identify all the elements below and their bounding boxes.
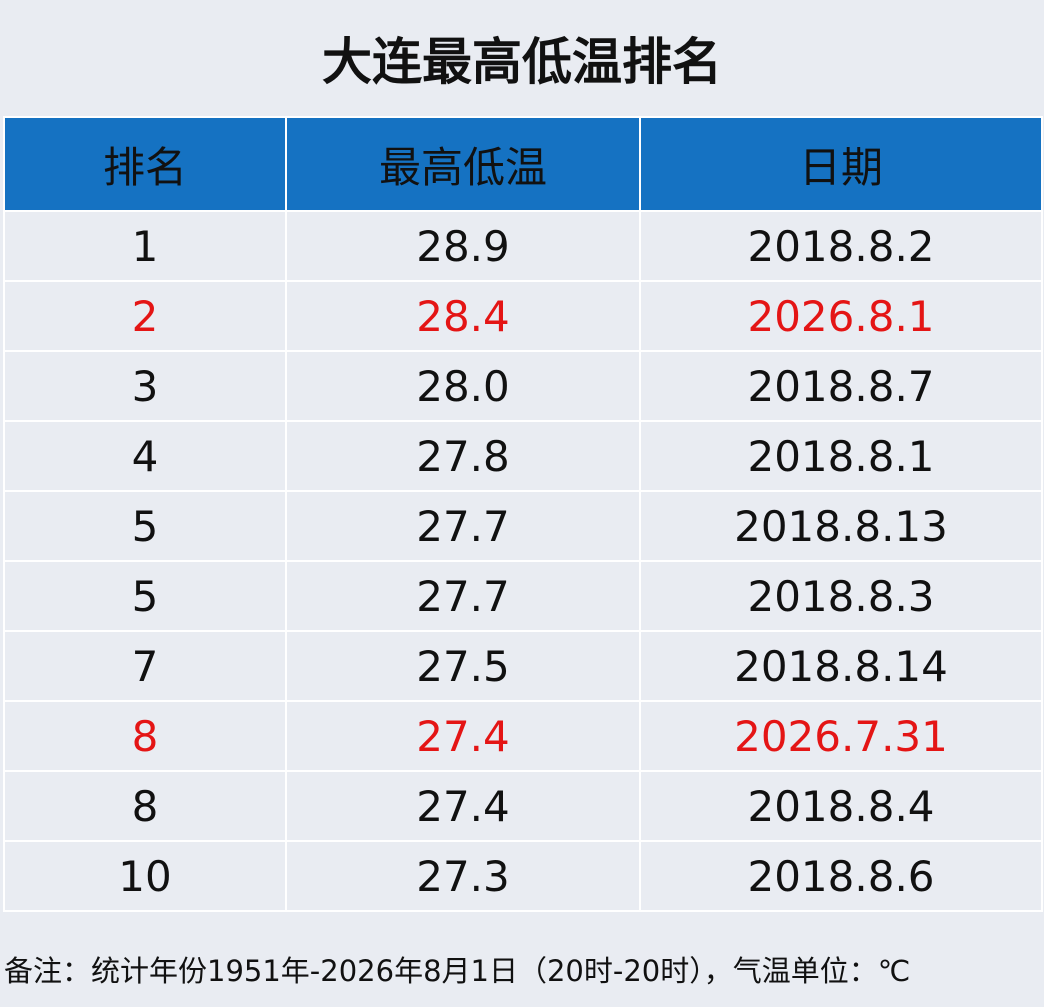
temp-cell: 27.7 bbox=[285, 490, 641, 562]
table-body: 1 28.9 2018.8.2 2 28.4 2026.8.1 3 28.0 2018.8.7 4… bbox=[3, 210, 1043, 912]
rank-cell: 2 bbox=[3, 280, 287, 352]
date-cell: 2026.8.1 bbox=[639, 280, 1043, 352]
temp-cell: 27.3 bbox=[285, 840, 641, 912]
date-cell: 2018.8.13 bbox=[639, 490, 1043, 562]
table-row: 4 27.8 2018.8.1 bbox=[3, 420, 1043, 492]
rank-cell: 8 bbox=[3, 700, 287, 772]
table-row: 1 28.9 2018.8.2 bbox=[3, 210, 1043, 282]
temp-cell: 27.4 bbox=[285, 700, 641, 772]
footnote: 备注：统计年份1951年-2026年8月1日（20时-20时），气温单位：℃ bbox=[4, 954, 911, 988]
rank-cell: 5 bbox=[3, 560, 287, 632]
date-cell: 2018.8.14 bbox=[639, 630, 1043, 702]
table-row: 3 28.0 2018.8.7 bbox=[3, 350, 1043, 422]
table-row: 10 27.3 2018.8.6 bbox=[3, 840, 1043, 912]
rank-cell: 1 bbox=[3, 210, 287, 282]
rank-cell: 8 bbox=[3, 770, 287, 842]
table-row: 8 27.4 2018.8.4 bbox=[3, 770, 1043, 842]
date-cell: 2018.8.7 bbox=[639, 350, 1043, 422]
temp-cell: 28.4 bbox=[285, 280, 641, 352]
table-row: 7 27.5 2018.8.14 bbox=[3, 630, 1043, 702]
date-cell: 2018.8.4 bbox=[639, 770, 1043, 842]
rank-cell: 3 bbox=[3, 350, 287, 422]
rank-cell: 5 bbox=[3, 490, 287, 562]
header-rank: 排名 bbox=[3, 116, 287, 212]
temp-cell: 27.4 bbox=[285, 770, 641, 842]
temp-cell: 28.9 bbox=[285, 210, 641, 282]
table-row: 2 28.4 2026.8.1 bbox=[3, 280, 1043, 352]
header-row: 排名 最高低温 日期 bbox=[3, 116, 1043, 212]
rank-cell: 4 bbox=[3, 420, 287, 492]
date-cell: 2018.8.6 bbox=[639, 840, 1043, 912]
date-cell: 2018.8.1 bbox=[639, 420, 1043, 492]
table-title: 大连最高低温排名 bbox=[322, 33, 722, 91]
rank-cell: 10 bbox=[3, 840, 287, 912]
temp-cell: 27.8 bbox=[285, 420, 641, 492]
table-header: 排名 最高低温 日期 bbox=[3, 116, 1043, 212]
table-row: 5 27.7 2018.8.13 bbox=[3, 490, 1043, 562]
date-cell: 2018.8.3 bbox=[639, 560, 1043, 632]
date-cell: 2026.7.31 bbox=[639, 700, 1043, 772]
temp-cell: 27.7 bbox=[285, 560, 641, 632]
ranking-table: 排名 最高低温 日期 1 28.9 2018.8.2 2 28.4 2026.8.1 3 28… bbox=[3, 116, 1043, 912]
header-date: 日期 bbox=[639, 116, 1043, 212]
date-cell: 2018.8.2 bbox=[639, 210, 1043, 282]
table-row: 8 27.4 2026.7.31 bbox=[3, 700, 1043, 772]
table-row: 5 27.7 2018.8.3 bbox=[3, 560, 1043, 632]
rank-cell: 7 bbox=[3, 630, 287, 702]
header-temp: 最高低温 bbox=[285, 116, 641, 212]
temp-cell: 28.0 bbox=[285, 350, 641, 422]
temp-cell: 27.5 bbox=[285, 630, 641, 702]
